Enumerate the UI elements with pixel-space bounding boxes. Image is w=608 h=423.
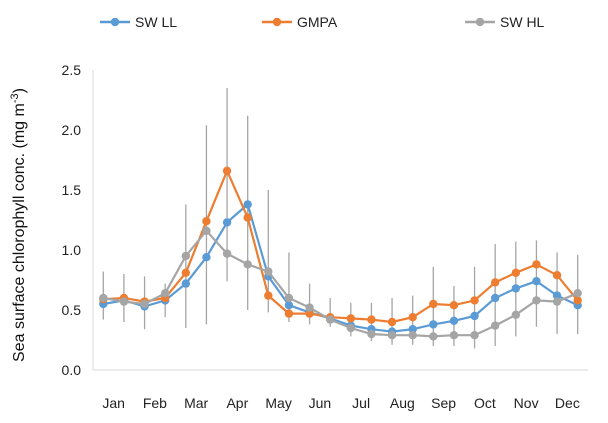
data-point (552, 291, 562, 300)
x-tick-label: Jan (102, 395, 125, 411)
data-point (470, 311, 479, 321)
data-point (449, 316, 459, 325)
y-tick-label: 0.5 (62, 302, 82, 318)
data-point (449, 301, 459, 310)
data-point (99, 293, 108, 303)
data-point (367, 329, 376, 339)
data-point (552, 271, 562, 280)
series-line (103, 202, 579, 333)
data-point (305, 309, 314, 318)
data-point (284, 293, 294, 303)
x-tick-label: Nov (514, 395, 539, 411)
data-point (243, 213, 252, 222)
data-point (367, 315, 376, 324)
y-tick-label: 0.0 (62, 362, 82, 378)
legend-marker (110, 17, 120, 27)
y-tick-label: 1.5 (62, 182, 82, 198)
x-tick-label: Mar (184, 395, 208, 411)
x-tick-label: Jul (352, 395, 370, 411)
data-point (532, 277, 541, 286)
data-point (202, 217, 211, 226)
legend-label: SW HL (500, 14, 545, 30)
series-line (103, 167, 579, 324)
legend-item: SW HL (465, 14, 545, 30)
legend-label: GMPA (297, 14, 338, 30)
data-point (511, 284, 521, 293)
data-point (243, 200, 252, 209)
series-lines (99, 166, 582, 341)
x-tick-label: Dec (555, 395, 580, 411)
y-tick-label: 1.0 (62, 242, 82, 258)
data-point (243, 260, 252, 269)
y-tick-labels: 0.0 0.5 1.0 1.5 2.0 2.5 (62, 62, 82, 378)
data-point (119, 297, 129, 306)
series-sw-hl (99, 226, 582, 341)
x-tick-label: Oct (474, 395, 496, 411)
data-point (140, 299, 149, 309)
data-point (222, 166, 232, 175)
data-point (181, 268, 191, 277)
data-point (387, 317, 397, 327)
series-line (103, 229, 579, 338)
data-point (181, 279, 191, 288)
data-point (387, 331, 397, 340)
data-point (490, 293, 500, 303)
data-point (490, 321, 500, 330)
data-point (429, 320, 438, 329)
data-point (490, 278, 500, 287)
x-tick-label: Apr (226, 395, 248, 411)
data-point (511, 310, 521, 319)
x-tick-labels: Jan Feb Mar Apr May Jun Jul Aug Sep Oct Nov Dec (102, 395, 579, 411)
x-tick-label: Sep (431, 395, 456, 411)
legend-marker (475, 17, 485, 27)
data-point (346, 323, 356, 333)
data-point (325, 315, 335, 324)
y-axis-title: Sea surface chlorophyll conc. (mg m-3) (9, 88, 28, 362)
data-point (470, 296, 479, 305)
data-point (429, 299, 438, 309)
data-point (264, 291, 273, 300)
data-point (552, 297, 562, 306)
data-point (532, 296, 541, 305)
data-point (222, 249, 232, 258)
data-point (429, 332, 438, 341)
data-point (573, 289, 582, 298)
data-point (305, 303, 314, 312)
data-point (202, 226, 211, 235)
data-point (284, 309, 294, 318)
data-point (222, 218, 232, 227)
x-tick-label: Feb (143, 395, 167, 411)
data-point (160, 289, 170, 298)
legend-item: SW LL (100, 14, 177, 30)
data-point (449, 331, 459, 340)
data-point (573, 296, 582, 305)
x-tick-label: Aug (390, 395, 415, 411)
error-bars (102, 88, 579, 349)
data-point (181, 251, 191, 261)
legend-label: SW LL (135, 14, 177, 30)
data-point (532, 260, 541, 269)
data-point (470, 331, 479, 340)
legend-item: GMPA (262, 14, 338, 30)
legend: SW LL GMPA SW HL (100, 14, 545, 30)
data-point (284, 301, 294, 310)
data-point (408, 325, 417, 334)
axes (92, 70, 588, 371)
data-point (408, 331, 417, 340)
legend-marker (272, 17, 282, 27)
series-gmpa (99, 166, 582, 327)
data-point (511, 268, 521, 277)
data-point (264, 267, 273, 276)
data-point (346, 314, 356, 323)
data-point (408, 313, 417, 322)
series-sw-ll (99, 200, 582, 336)
x-tick-label: May (265, 395, 291, 411)
y-tick-label: 2.0 (62, 122, 82, 138)
data-point (202, 253, 211, 262)
y-tick-label: 2.5 (62, 62, 82, 78)
x-tick-label: Jun (309, 395, 332, 411)
